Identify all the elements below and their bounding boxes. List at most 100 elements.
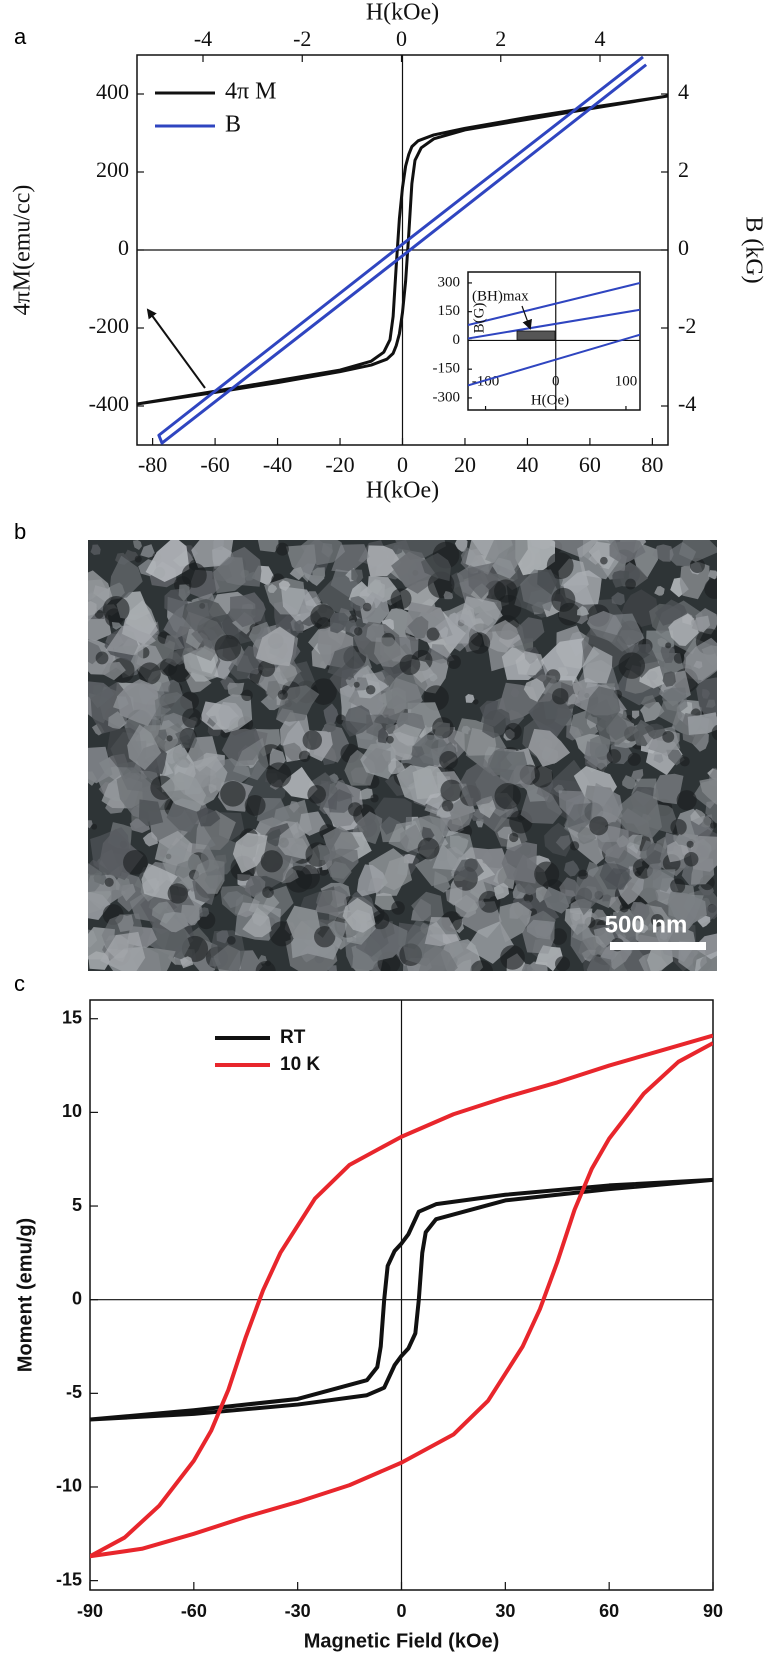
sem-grain (543, 886, 570, 914)
series-group (468, 281, 640, 387)
sem-pore (244, 794, 266, 816)
sem-pore (262, 886, 274, 898)
sem-pore (104, 877, 114, 887)
sem-grain (151, 901, 176, 924)
sem-grain (443, 591, 454, 600)
sem-grain (577, 605, 590, 616)
sem-grain (312, 567, 326, 579)
sem-grain (572, 923, 594, 942)
sem-grain (289, 566, 305, 581)
sem-grain (88, 820, 93, 829)
sem-pore (241, 689, 253, 702)
sem-pore (509, 832, 519, 843)
y2-axis-label: B (kG) (740, 216, 766, 283)
y-tick-label: 400 (96, 79, 129, 104)
x-tick-label: 100 (615, 373, 638, 389)
sem-pore (260, 850, 283, 873)
panel-label: a (14, 24, 27, 49)
sem-grain (232, 832, 268, 874)
sem-grain (326, 965, 337, 971)
sem-pore (134, 555, 142, 563)
sem-pore (302, 730, 323, 750)
sem-grain (232, 737, 269, 781)
sem-grain (165, 652, 183, 667)
sem-grain (501, 842, 538, 884)
y-tick-label: 0 (453, 332, 461, 348)
sem-grain (180, 956, 194, 969)
x-tick-label: 20 (454, 452, 476, 477)
sem-grain (180, 904, 200, 926)
sem-grain (273, 661, 298, 687)
series-line (468, 333, 640, 387)
sem-grain (208, 957, 222, 967)
sem-grain (366, 545, 402, 577)
sem-grain (282, 742, 303, 762)
x-tick-label: -60 (200, 452, 229, 477)
x2-tick-label: 2 (495, 26, 506, 51)
sem-grain (411, 891, 444, 923)
sem-grain (392, 723, 422, 746)
sem-grain (582, 646, 613, 684)
sem-pore (391, 901, 405, 915)
sem-pore (551, 587, 576, 612)
scale-bar-label: 500 nm (605, 911, 688, 938)
sem-pore (123, 849, 148, 875)
x-tick-label: -100 (472, 373, 500, 389)
sem-grain (453, 858, 484, 881)
sem-grain (117, 679, 160, 726)
sem-grain (175, 729, 198, 748)
sem-grain (684, 637, 717, 684)
sem-grain (90, 544, 101, 555)
sem-pore (353, 681, 360, 688)
sem-grain (205, 694, 253, 733)
sem-grain (658, 700, 683, 726)
annotation: (BH)max (472, 288, 529, 304)
sem-grain (631, 769, 644, 782)
sem-pore (370, 794, 379, 803)
sem-pore (432, 717, 454, 739)
sem-grain (385, 677, 423, 710)
sem-grain (280, 586, 319, 625)
scale-bar (610, 942, 706, 950)
sem-pore (723, 809, 738, 824)
sem-grain (158, 729, 168, 742)
y2-tick-label: -4 (678, 391, 696, 416)
panel-label: b (14, 519, 26, 544)
sem-pore (618, 652, 646, 679)
sem-pore (704, 578, 717, 599)
sem-pore (181, 562, 207, 588)
sem-grain (609, 896, 623, 913)
sem-pore (569, 841, 580, 851)
sem-grain (475, 900, 486, 909)
sem-pore (440, 779, 463, 802)
sem-pore (417, 837, 440, 860)
x-axis-label: Magnetic Field (kOe) (304, 1630, 500, 1652)
series-line (90, 1033, 713, 1559)
sem-grain (521, 963, 533, 971)
sem-grain (516, 617, 545, 645)
sem-pore (723, 696, 746, 719)
sem-pore (167, 883, 189, 904)
sem-grain (493, 882, 510, 900)
sem-grain (342, 897, 376, 933)
sem-grain (593, 925, 616, 949)
sem-grain (359, 591, 390, 627)
sem-pore (220, 780, 246, 807)
sem-pore (399, 654, 421, 676)
sem-pore (711, 724, 717, 741)
sem-pore (138, 662, 161, 685)
sem-grain (481, 620, 520, 653)
sem-pore (718, 654, 731, 667)
y-tick-label: 150 (438, 303, 461, 319)
sem-pore (354, 627, 363, 636)
sem-pore (298, 750, 311, 763)
series-group (137, 55, 668, 445)
y2-tick-label: 2 (678, 157, 689, 182)
sem-pore (670, 878, 686, 894)
sem-grain (697, 915, 711, 928)
sem-pore (600, 556, 608, 565)
sem-pore (277, 689, 288, 700)
sem-grain (237, 645, 264, 675)
sem-grain (640, 695, 657, 709)
sem-grain (362, 747, 391, 774)
